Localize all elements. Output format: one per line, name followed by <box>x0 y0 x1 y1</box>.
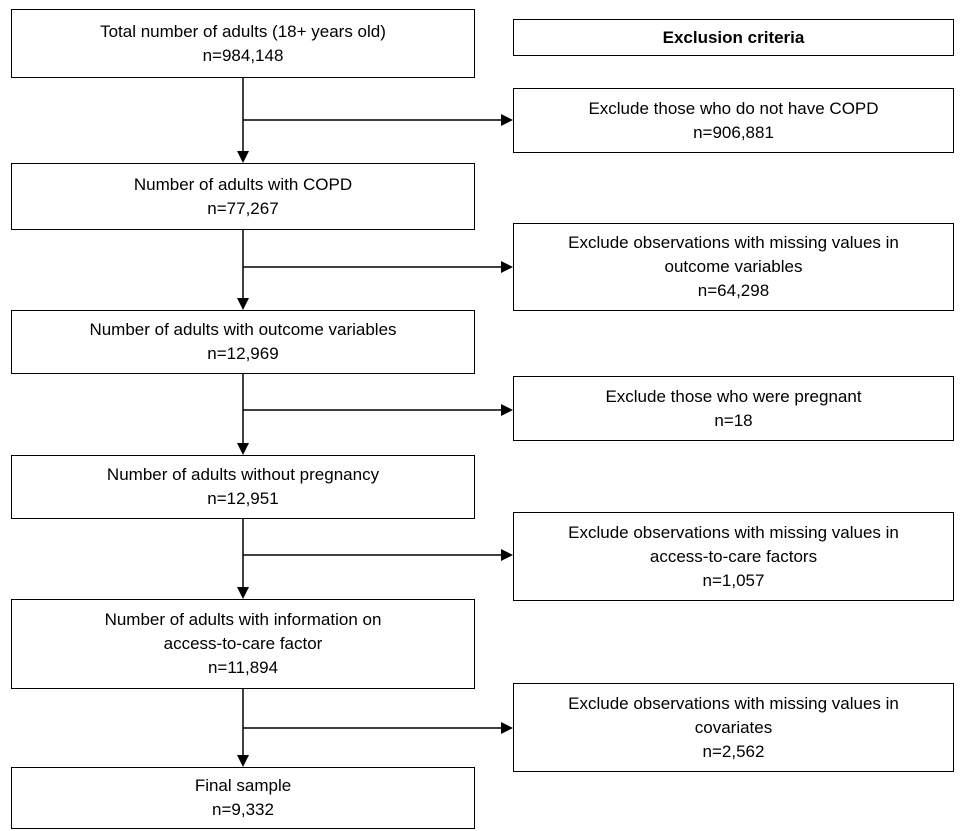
arrowhead-exclusion-5 <box>501 722 513 734</box>
arrowhead-exclusion-2 <box>501 261 513 273</box>
step-count: n=11,894 <box>207 658 279 677</box>
arrowhead-main-3 <box>237 443 249 455</box>
exclusion-count: n=1,057 <box>702 570 765 590</box>
step-line: Number of adults with outcome variables <box>89 320 397 339</box>
step-line: Number of adults with information on <box>104 610 382 629</box>
exclusion-criteria-header: Exclusion criteria <box>513 19 954 56</box>
exclusion-count: n=18 <box>714 410 753 430</box>
step-line: Total number of adults (18+ years old) <box>100 21 386 41</box>
step-box-access-to-care: Number of adults with information on acc… <box>11 599 475 689</box>
exclusion-line: Exclude observations with missing values… <box>568 693 899 713</box>
exclusion-line: covariates <box>694 717 773 737</box>
exclusion-box-outcome-missing: Exclude observations with missing values… <box>513 223 954 311</box>
arrowhead-main-2 <box>237 298 249 310</box>
arrowhead-exclusion-4 <box>501 549 513 561</box>
step-line: access-to-care factor <box>163 634 323 653</box>
step-box-outcome: Number of adults with outcome variables … <box>11 310 475 374</box>
arrowhead-main-1 <box>237 151 249 163</box>
exclusion-box-covariates-missing: Exclude observations with missing values… <box>513 683 954 772</box>
step-count: n=9,332 <box>212 800 274 819</box>
step-count: n=12,969 <box>207 344 279 363</box>
exclusion-count: n=906,881 <box>693 122 774 142</box>
step-box-final-sample: Final sample n=9,332 <box>11 767 475 829</box>
exclusion-box-pregnant: Exclude those who were pregnant n=18 <box>513 376 954 441</box>
step-count: n=77,267 <box>207 198 279 218</box>
exclusion-count: n=64,298 <box>697 281 770 300</box>
exclusion-line: Exclude observations with missing values… <box>568 522 899 542</box>
exclusion-line: access-to-care factors <box>649 546 818 566</box>
arrowhead-exclusion-3 <box>501 404 513 416</box>
step-line: Number of adults without pregnancy <box>106 465 380 484</box>
arrowhead-main-4 <box>237 587 249 599</box>
exclusion-count: n=2,562 <box>702 741 765 761</box>
exclusion-box-no-copd: Exclude those who do not have COPD n=906… <box>513 88 954 153</box>
arrowhead-main-5 <box>237 755 249 767</box>
step-count: n=984,148 <box>202 45 284 65</box>
step-box-total: Total number of adults (18+ years old) n… <box>11 9 475 78</box>
step-line: Number of adults with COPD <box>133 174 353 194</box>
exclusion-box-access-missing: Exclude observations with missing values… <box>513 512 954 601</box>
step-count: n=12,951 <box>207 489 279 508</box>
exclusion-header-text: Exclusion criteria <box>662 27 805 47</box>
step-box-no-pregnancy: Number of adults without pregnancy n=12,… <box>11 455 475 519</box>
exclusion-line: outcome variables <box>664 257 803 276</box>
step-box-copd: Number of adults with COPD n=77,267 <box>11 163 475 230</box>
arrowhead-exclusion-1 <box>501 114 513 126</box>
exclusion-line: Exclude observations with missing values… <box>568 233 899 252</box>
exclusion-line: Exclude those who do not have COPD <box>588 98 879 118</box>
step-line: Final sample <box>194 776 292 795</box>
exclusion-line: Exclude those who were pregnant <box>605 386 862 406</box>
